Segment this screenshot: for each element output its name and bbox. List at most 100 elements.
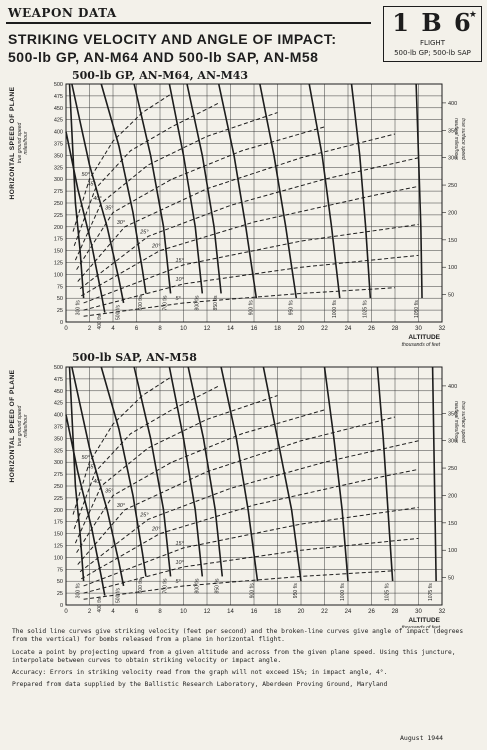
right-tick-label: 300 xyxy=(448,156,457,162)
x-tick-label: 2 xyxy=(88,326,92,332)
velocity-curve xyxy=(71,366,125,587)
y-axis-label-right-1: true surface speed xyxy=(460,401,466,443)
angle-label: 40° xyxy=(93,479,102,485)
velocity-label: 500 f/s xyxy=(116,304,122,320)
velocity-curve xyxy=(308,83,341,299)
angle-curve xyxy=(81,185,419,297)
y-tick-label: 325 xyxy=(54,165,63,171)
velocity-label: 900 f/s xyxy=(248,300,254,316)
y-axis-sublabel-left-2: miles/hour xyxy=(23,414,29,437)
angle-curve xyxy=(77,416,396,565)
velocity-label: 1025 f/s xyxy=(385,583,391,601)
x-tick-label: 18 xyxy=(274,326,281,332)
y-axis-label-right-2: nautical miles/hour xyxy=(453,118,459,160)
y-tick-label: 50 xyxy=(57,579,63,585)
y-tick-label: 25 xyxy=(57,591,63,597)
angle-label: 35° xyxy=(105,206,114,212)
y-tick-label: 300 xyxy=(54,177,63,183)
angle-label: 50° xyxy=(82,455,91,461)
y-tick-label: 400 xyxy=(54,130,63,136)
notes-block: The solid line curves give striking velo… xyxy=(12,628,482,694)
x-tick-label: 4 xyxy=(111,326,115,332)
velocity-curve xyxy=(431,366,437,582)
x-tick-label: 30 xyxy=(415,326,422,332)
velocity-label: 600 f/s xyxy=(138,295,144,311)
note-method: Locate a point by projecting upward from… xyxy=(12,648,456,664)
chart-title: 500-lb GP, AN-M64, AN-M43 xyxy=(72,69,248,82)
y-tick-label: 475 xyxy=(54,377,63,383)
right-tick-label: 200 xyxy=(448,493,457,499)
plot-frame xyxy=(65,83,443,323)
y-axis-sublabel-left-1: true ground speed xyxy=(17,122,23,163)
y-tick-label: 100 xyxy=(54,272,63,278)
angle-label: 30° xyxy=(117,503,126,509)
velocity-label: 500 f/s xyxy=(116,587,122,603)
x-tick-label: 16 xyxy=(251,609,258,615)
velocity-curve xyxy=(133,83,172,294)
angle-curve xyxy=(74,112,278,261)
x-tick-label: 22 xyxy=(321,326,328,332)
right-tick-label: 350 xyxy=(448,128,457,134)
angle-curve xyxy=(74,395,278,544)
right-tick-label: 400 xyxy=(448,101,457,107)
velocity-label: 600 f/s xyxy=(138,578,144,594)
angle-curve xyxy=(83,287,396,317)
y-tick-label: 275 xyxy=(54,189,63,195)
velocity-curve xyxy=(186,83,222,294)
x-axis-sublabel: thousands of feet xyxy=(402,342,441,348)
angle-curve xyxy=(72,93,173,232)
publication-date: August 1944 xyxy=(400,734,444,742)
angle-curve xyxy=(73,385,219,530)
angle-label: 10° xyxy=(176,560,185,566)
velocity-label: 1000 f/s xyxy=(332,300,338,318)
note-source: Prepared from data supplied by the Balli… xyxy=(12,681,388,689)
y-tick-label: 150 xyxy=(54,532,63,538)
x-tick-label: 32 xyxy=(439,326,446,332)
y-axis-sublabel-left-1: true ground speed xyxy=(17,405,23,446)
badge-line-1: FLIGHT xyxy=(420,39,445,47)
velocity-curve xyxy=(100,83,147,294)
angle-label: 20° xyxy=(151,244,161,250)
right-tick-label: 100 xyxy=(448,265,457,271)
angle-label: 15° xyxy=(176,258,185,264)
right-tick-label: 50 xyxy=(448,293,454,299)
x-tick-label: 30 xyxy=(415,609,422,615)
y-tick-label: 500 xyxy=(54,82,63,88)
page-title: STRIKING VELOCITY AND ANGLE OF IMPACT: 5… xyxy=(8,30,378,66)
velocity-curve xyxy=(168,366,204,577)
x-axis-label: ALTITUDE xyxy=(408,617,440,624)
x-axis-sublabel: thousands of feet xyxy=(402,625,441,628)
y-tick-label: 50 xyxy=(57,296,63,302)
y-tick-label: 300 xyxy=(54,460,63,466)
velocity-curve xyxy=(376,366,394,582)
velocity-curve xyxy=(100,366,147,577)
y-tick-label: 75 xyxy=(57,284,63,290)
velocity-curve xyxy=(262,366,302,582)
right-tick-label: 150 xyxy=(448,238,457,244)
chart-title: 500-lb SAP, AN-M58 xyxy=(72,351,197,364)
velocity-curve xyxy=(68,83,85,299)
right-tick-label: 300 xyxy=(448,439,457,445)
angle-curve xyxy=(72,376,173,515)
badge-code: 1 B 6 xyxy=(392,8,473,37)
velocity-label: 950 f/s xyxy=(293,583,299,599)
velocity-curve xyxy=(65,131,106,313)
y-axis-label-left: HORIZONTAL SPEED OF PLANE xyxy=(9,369,16,482)
velocity-curve xyxy=(350,83,372,299)
star-icon: ★ xyxy=(468,10,477,20)
x-tick-label: 4 xyxy=(111,609,115,615)
x-tick-label: 16 xyxy=(251,326,258,332)
x-tick-label: 28 xyxy=(392,326,399,332)
velocity-curve xyxy=(259,83,298,299)
velocity-label: 300 f/s xyxy=(76,300,82,316)
angle-label: 15° xyxy=(176,541,185,547)
x-tick-label: 6 xyxy=(135,326,139,332)
y-axis-label-right-2: nautical miles/hour xyxy=(453,401,459,443)
x-axis-label: ALTITUDE xyxy=(408,334,440,341)
velocity-label: 1000 f/s xyxy=(340,583,346,601)
y-tick-label: 225 xyxy=(54,496,63,502)
